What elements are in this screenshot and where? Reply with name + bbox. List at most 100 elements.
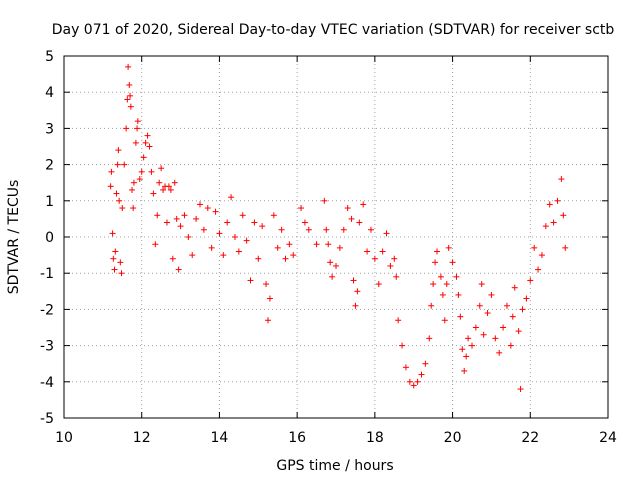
data-point xyxy=(265,317,271,324)
data-point xyxy=(266,295,273,302)
data-point xyxy=(110,255,117,262)
data-point xyxy=(472,324,479,331)
data-point xyxy=(453,273,460,280)
data-point xyxy=(329,273,336,280)
data-point xyxy=(500,324,507,331)
data-point xyxy=(204,205,211,212)
data-point xyxy=(235,248,242,255)
data-point xyxy=(301,219,308,226)
data-point xyxy=(519,306,526,313)
data-point xyxy=(527,277,534,284)
data-point xyxy=(531,244,538,251)
data-point xyxy=(503,302,510,309)
data-point xyxy=(313,241,320,248)
data-point xyxy=(193,215,200,222)
data-point xyxy=(542,223,549,230)
data-point xyxy=(270,212,277,219)
data-point xyxy=(189,252,196,259)
data-point xyxy=(132,139,139,146)
data-point xyxy=(224,219,231,226)
data-point xyxy=(496,349,503,356)
x-tick-label: 14 xyxy=(211,430,229,446)
data-point xyxy=(455,291,462,298)
data-point xyxy=(181,212,188,219)
data-point xyxy=(437,273,444,280)
chart-title: Day 071 of 2020, Sidereal Day-to-day VTE… xyxy=(52,22,615,38)
data-point xyxy=(507,342,514,349)
data-point xyxy=(165,183,172,190)
data-point xyxy=(171,179,178,186)
data-point xyxy=(134,118,141,125)
data-point xyxy=(321,197,328,204)
y-tick-label: 2 xyxy=(45,158,54,174)
data-point xyxy=(449,259,456,266)
data-point xyxy=(509,313,516,320)
data-point xyxy=(478,281,485,288)
data-point xyxy=(418,371,425,378)
data-point xyxy=(163,219,170,226)
y-tick-label: -4 xyxy=(40,375,54,391)
data-point xyxy=(395,317,402,324)
data-point xyxy=(138,168,145,175)
data-point xyxy=(146,143,153,150)
data-point xyxy=(127,103,134,110)
data-point xyxy=(457,313,464,320)
data-point xyxy=(391,255,398,262)
data-point xyxy=(142,139,149,146)
data-point xyxy=(461,367,468,374)
data-point xyxy=(130,205,137,212)
data-point xyxy=(348,215,355,222)
data-point xyxy=(140,154,147,161)
data-point xyxy=(465,335,472,342)
data-point xyxy=(350,277,357,284)
data-point xyxy=(255,255,262,262)
data-point xyxy=(200,226,207,233)
y-tick-label: -2 xyxy=(40,302,54,318)
data-point xyxy=(439,291,446,298)
data-point xyxy=(383,230,390,237)
data-point xyxy=(148,168,155,175)
data-point xyxy=(239,212,246,219)
data-point xyxy=(375,281,382,288)
data-point xyxy=(459,346,466,353)
data-point xyxy=(123,125,130,132)
data-point xyxy=(231,234,238,240)
data-point xyxy=(356,219,363,226)
data-point xyxy=(251,219,258,226)
y-tick-label: -1 xyxy=(40,266,54,282)
data-point xyxy=(282,255,289,262)
data-point xyxy=(333,262,339,269)
grid xyxy=(64,56,608,418)
data-point xyxy=(130,179,137,186)
data-point xyxy=(336,244,343,251)
data-point xyxy=(379,248,386,255)
data-point xyxy=(197,201,203,208)
data-point xyxy=(393,273,400,280)
data-point xyxy=(367,226,374,233)
data-point xyxy=(111,266,118,273)
data-point xyxy=(150,190,157,197)
data-point xyxy=(126,81,133,88)
data-point xyxy=(160,186,167,193)
data-point xyxy=(554,197,561,204)
data-point xyxy=(167,186,174,193)
data-point xyxy=(208,244,215,251)
data-point xyxy=(144,132,151,139)
x-tick-label: 24 xyxy=(599,430,617,446)
data-point xyxy=(387,262,394,269)
data-point xyxy=(177,223,184,230)
data-point xyxy=(476,302,483,309)
data-point xyxy=(352,302,359,309)
data-point xyxy=(115,147,122,154)
data-point xyxy=(428,302,435,309)
data-point xyxy=(558,176,565,183)
data-point xyxy=(325,241,332,248)
x-tick-label: 20 xyxy=(444,430,462,446)
data-point xyxy=(344,205,351,212)
x-tick-label: 18 xyxy=(366,430,384,446)
y-tick-label: -3 xyxy=(40,339,54,355)
data-point xyxy=(402,364,409,371)
data-point xyxy=(158,165,165,172)
data-point xyxy=(560,212,567,219)
